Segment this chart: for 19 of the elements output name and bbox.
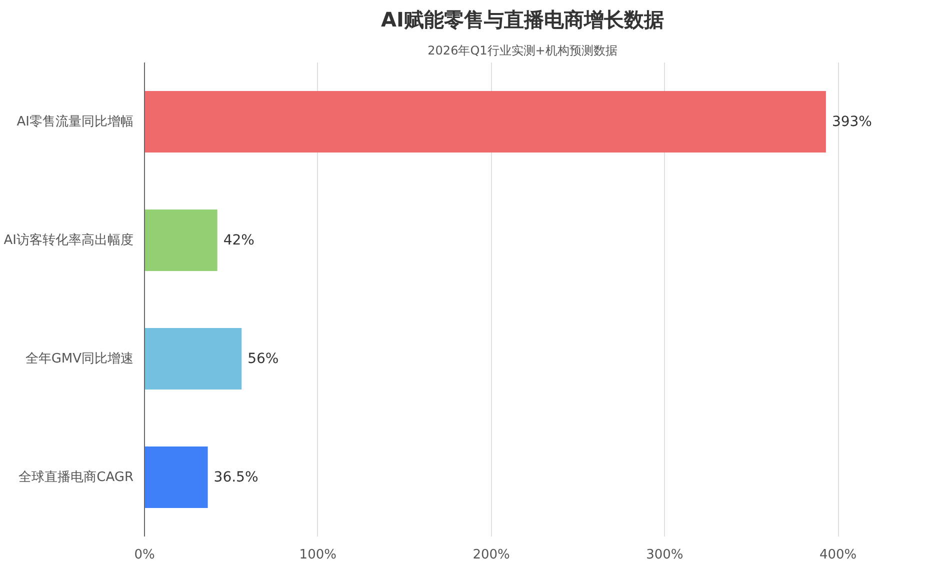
data-label: 56% — [248, 350, 279, 367]
bar — [144, 446, 208, 508]
bar — [144, 328, 242, 390]
chart-subtitle: 2026年Q1行业实测+机构预测数据 — [428, 44, 618, 58]
y-tick-label: AI零售流量同比增幅 — [16, 113, 134, 130]
data-label: 393% — [832, 114, 872, 130]
x-tick-label: 300% — [646, 548, 684, 562]
data-label: 36.5% — [214, 469, 258, 486]
x-tick-label: 400% — [819, 548, 857, 562]
y-tick-label: 全年GMV同比增速 — [25, 351, 134, 366]
y-tick-label: 全球直播电商CAGR — [18, 470, 134, 485]
chart-title: AI赋能零售与直播电商增长数据 — [381, 8, 664, 32]
bar — [144, 90, 826, 153]
x-tick-label: 0% — [134, 548, 155, 562]
x-tick-label: 100% — [299, 548, 336, 562]
bar — [144, 209, 218, 272]
data-label: 42% — [223, 232, 254, 248]
x-tick-label: 200% — [472, 548, 510, 562]
y-tick-label: AI访客转化率高出幅度 — [4, 232, 134, 248]
